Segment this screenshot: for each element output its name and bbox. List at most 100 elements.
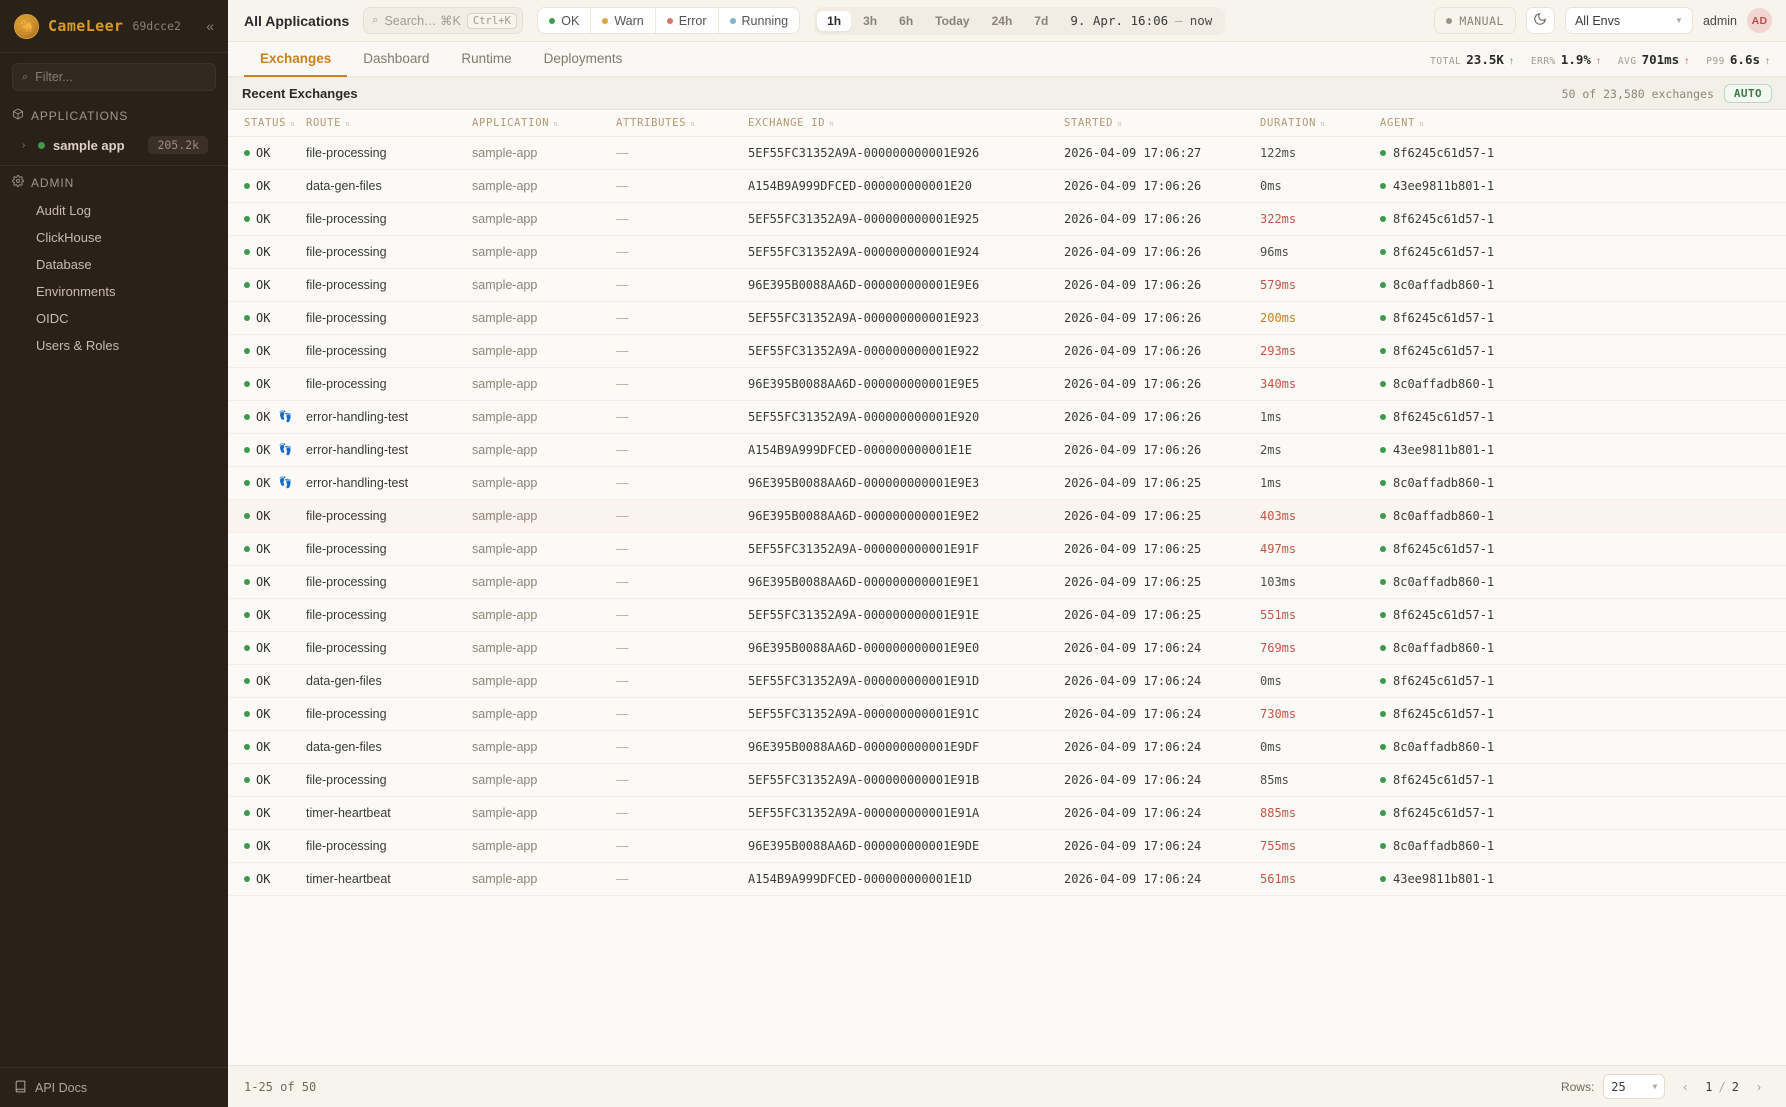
- rows-per-page-select[interactable]: 25 ▼: [1603, 1074, 1666, 1099]
- sidebar-item-environments[interactable]: Environments: [36, 284, 116, 299]
- table-row[interactable]: OK file-processing sample-app —5EF55FC31352…: [228, 763, 1786, 797]
- table-row[interactable]: OK timer-heartbeat sample-app —5EF55FC31352…: [228, 796, 1786, 830]
- tab-runtime[interactable]: Runtime: [461, 51, 512, 66]
- table-row[interactable]: OK file-processing sample-app —5EF55FC31352…: [228, 235, 1786, 269]
- time-preset-today[interactable]: Today: [935, 13, 970, 28]
- tab-dashboard[interactable]: Dashboard: [363, 51, 430, 66]
- cell-route: file-processing: [306, 763, 472, 797]
- sidebar-filter[interactable]: ⌕: [12, 63, 216, 91]
- table-row[interactable]: OK file-processing sample-app —96E395B0088A…: [228, 499, 1786, 533]
- table-row[interactable]: OK 👣 error-handling-test sample-app — A154B9A…: [228, 433, 1786, 467]
- next-page-button[interactable]: ›: [1757, 1079, 1761, 1094]
- status-filter-error[interactable]: Error: [656, 8, 719, 33]
- time-preset-7d[interactable]: 7d: [1034, 13, 1049, 28]
- env-select[interactable]: All Envs ▼: [1564, 7, 1693, 34]
- exchanges-table-wrap[interactable]: STATUS ⇅ ROUTE ⇅ APPLICATION ⇅ ATTRIBUTES ⇅ …: [228, 110, 1786, 1065]
- cell-attributes: —: [616, 169, 748, 203]
- col-status[interactable]: STATUS ⇅: [228, 110, 306, 137]
- arrow-up-icon: ↑: [1595, 55, 1601, 67]
- sidebar-item-users-roles[interactable]: Users & Roles: [36, 338, 120, 353]
- avatar[interactable]: AD: [1747, 8, 1772, 33]
- table-row[interactable]: OK timer-heartbeat sample-app — A154B9A999DF…: [228, 862, 1786, 896]
- table-row[interactable]: OK file-processing sample-app —96E395B0088A…: [228, 367, 1786, 401]
- sidebar-item-audit-log[interactable]: Audit Log: [36, 203, 91, 218]
- status-label: OK: [256, 410, 271, 424]
- prev-page-button[interactable]: ‹: [1683, 1079, 1688, 1094]
- cell-application: sample-app: [472, 400, 616, 434]
- cell-route: file-processing: [306, 598, 472, 632]
- status-filter-ok[interactable]: OK: [538, 8, 592, 33]
- time-preset-6h[interactable]: 6h: [899, 13, 914, 28]
- table-row[interactable]: OK data-gen-files sample-app — A154B9A999DFC…: [228, 169, 1786, 203]
- table-row[interactable]: OK data-gen-files sample-app —96E395B0088AA…: [228, 730, 1786, 764]
- auto-refresh-badge[interactable]: AUTO: [1723, 84, 1772, 103]
- sidebar-collapse-icon[interactable]: «: [206, 18, 214, 34]
- cell-status: OK: [228, 499, 306, 533]
- cell-exchange-id: 96E395B0088AA6D-000000000001E9E0: [748, 631, 1064, 665]
- pagination-controls: Rows: 25 ▼ ‹ 1 / 2 ›: [1561, 1074, 1770, 1099]
- sidebar-footer-api-docs[interactable]: API Docs: [0, 1067, 228, 1107]
- cell-status: OK 👣: [228, 400, 306, 434]
- table-row[interactable]: OK 👣 error-handling-test sample-app —5EF55FC…: [228, 400, 1786, 434]
- cell-status: OK: [228, 268, 306, 302]
- cell-started: 2026-04-09 17:06:26: [1064, 400, 1260, 434]
- metric-p99: P99 6.6s ↑: [1706, 52, 1770, 67]
- cell-route: file-processing: [306, 334, 472, 368]
- table-row[interactable]: OK file-processing sample-app —5EF55FC31352…: [228, 334, 1786, 368]
- table-row[interactable]: OK file-processing sample-app —5EF55FC31352…: [228, 697, 1786, 731]
- search-input[interactable]: ⌕ Search… ⌘K Ctrl+K: [363, 7, 524, 34]
- table-row[interactable]: OK file-processing sample-app —96E395B0088A…: [228, 631, 1786, 665]
- agent-name: 8f6245c61d57-1: [1393, 245, 1495, 259]
- col-exchange-id[interactable]: EXCHANGE ID ⇅: [748, 110, 1064, 137]
- table-row[interactable]: OK 👣 error-handling-test sample-app —96E395B…: [228, 466, 1786, 500]
- table-row[interactable]: OK file-processing sample-app —96E395B0088A…: [228, 565, 1786, 599]
- tab-deployments[interactable]: Deployments: [543, 51, 623, 66]
- cell-started: 2026-04-09 17:06:24: [1064, 829, 1260, 863]
- time-range-display[interactable]: 9. Apr. 16:06 — now: [1060, 13, 1222, 28]
- table-row[interactable]: OK file-processing sample-app —5EF55FC31352…: [228, 598, 1786, 632]
- agent-status-dot: [1380, 810, 1386, 816]
- sidebar-item-database[interactable]: Database: [36, 257, 92, 272]
- metric-p99-value: 6.6s: [1729, 51, 1760, 67]
- col-started[interactable]: STARTED ⇅: [1064, 110, 1260, 137]
- sidebar-item-sample-app[interactable]: › sample app 205.2k: [0, 130, 228, 160]
- col-attributes[interactable]: ATTRIBUTES ⇅: [616, 110, 748, 137]
- status-filter-warn[interactable]: Warn: [591, 8, 656, 33]
- status-label: OK: [256, 278, 271, 292]
- status-dot-running: [729, 17, 736, 24]
- cell-duration: 561ms: [1260, 862, 1380, 896]
- table-row[interactable]: OK file-processing sample-app —5EF55FC31352…: [228, 532, 1786, 566]
- agent-status-dot: [1380, 777, 1386, 783]
- sidebar-item-oidc[interactable]: OIDC: [36, 311, 69, 326]
- cell-application: sample-app: [472, 697, 616, 731]
- table-row[interactable]: OK data-gen-files sample-app —5EF55FC31352A…: [228, 664, 1786, 698]
- sidebar-item-clickhouse[interactable]: ClickHouse: [36, 230, 102, 245]
- metric-total-key: TOTAL: [1430, 55, 1462, 67]
- table-head: STATUS ⇅ ROUTE ⇅ APPLICATION ⇅ ATTRIBUTES ⇅ …: [228, 110, 1786, 137]
- time-preset-3h[interactable]: 3h: [863, 13, 878, 28]
- applications-section-header: APPLICATIONS: [0, 99, 228, 130]
- col-agent[interactable]: AGENT ⇅: [1380, 110, 1786, 137]
- table-row[interactable]: OK file-processing sample-app —5EF55FC31352…: [228, 202, 1786, 236]
- cell-duration: 579ms: [1260, 268, 1380, 302]
- cell-application: sample-app: [472, 466, 616, 500]
- manual-refresh-pill[interactable]: MANUAL: [1434, 7, 1516, 34]
- col-route[interactable]: ROUTE ⇅: [306, 110, 472, 137]
- theme-toggle-button[interactable]: [1525, 7, 1555, 34]
- chevron-right-icon[interactable]: ›: [22, 139, 26, 151]
- tab-exchanges[interactable]: Exchanges: [244, 42, 348, 77]
- table-row[interactable]: OK file-processing sample-app —5EF55FC31352…: [228, 136, 1786, 170]
- table-row[interactable]: OK file-processing sample-app —5EF55FC31352…: [228, 301, 1786, 335]
- trace-footprints-icon: 👣: [278, 410, 293, 423]
- col-duration[interactable]: DURATION ⇅: [1260, 110, 1380, 137]
- status-label: OK: [256, 608, 271, 622]
- time-preset-24h[interactable]: 24h: [991, 13, 1013, 28]
- status-dot-ok: [244, 777, 250, 783]
- table-row[interactable]: OK file-processing sample-app —96E395B0088A…: [228, 268, 1786, 302]
- col-application[interactable]: APPLICATION ⇅: [472, 110, 616, 137]
- filter-input[interactable]: [35, 70, 206, 84]
- status-filter-running[interactable]: Running: [719, 8, 800, 33]
- agent-name: 8c0affadb860-1: [1393, 476, 1495, 490]
- table-row[interactable]: OK file-processing sample-app —96E395B0088A…: [228, 829, 1786, 863]
- time-preset-1h[interactable]: 1h: [817, 10, 852, 31]
